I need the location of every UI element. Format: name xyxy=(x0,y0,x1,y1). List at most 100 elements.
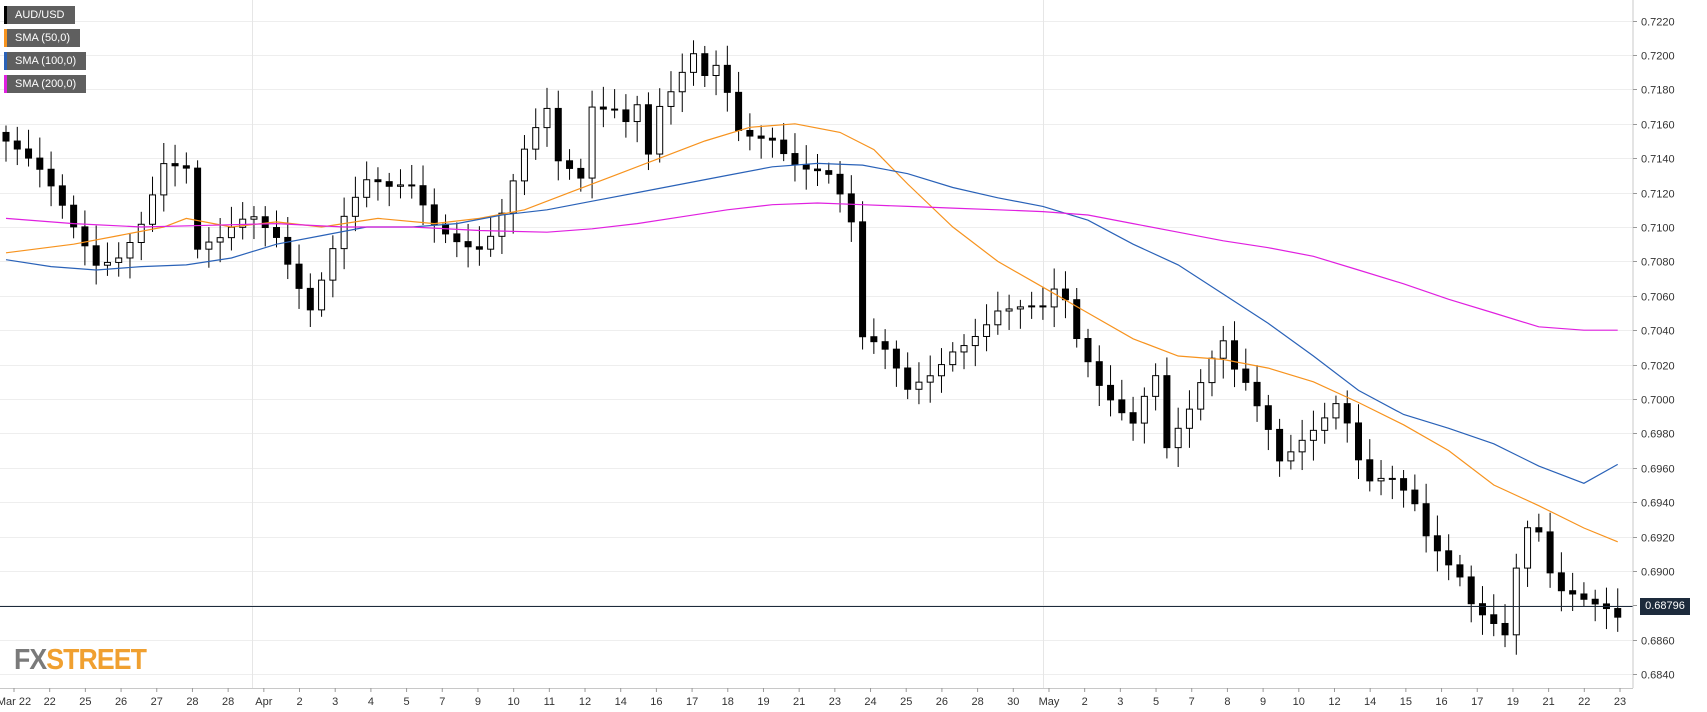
candle-body xyxy=(1050,288,1058,308)
candle xyxy=(870,318,878,354)
y-tick-label: 0.7060 xyxy=(1641,292,1675,304)
legend-label-sma-200: SMA (200,0) xyxy=(15,78,77,90)
candle-body xyxy=(937,364,945,377)
candle-body xyxy=(814,168,821,172)
y-tick-label: 0.6860 xyxy=(1641,636,1675,648)
candle-body xyxy=(723,64,731,93)
candle xyxy=(1467,565,1475,623)
candle xyxy=(768,127,776,158)
candle-body xyxy=(588,106,596,179)
candle xyxy=(1512,553,1520,655)
candle xyxy=(171,144,179,187)
candle-body xyxy=(1185,408,1193,429)
candle-body xyxy=(1163,375,1171,449)
candle-body xyxy=(464,241,472,248)
candle-body xyxy=(81,226,89,247)
candle xyxy=(1445,534,1453,581)
candle xyxy=(137,211,145,261)
candle-body xyxy=(182,165,190,169)
candle-body xyxy=(25,148,33,159)
legend-label-aud-usd: AUD/USD xyxy=(15,9,65,21)
candle-body xyxy=(926,375,934,383)
candle xyxy=(1084,328,1092,378)
candle-body xyxy=(306,287,314,311)
candle xyxy=(374,167,382,201)
candle-body xyxy=(1467,576,1475,605)
candle-body xyxy=(1343,403,1351,424)
candle-body xyxy=(430,204,438,225)
candle xyxy=(70,195,78,239)
candle xyxy=(1231,321,1239,388)
candle xyxy=(1614,588,1622,632)
legend-aud-usd[interactable]: AUD/USD xyxy=(4,6,75,24)
candle xyxy=(1478,586,1486,635)
x-tick-label: 3 xyxy=(332,696,338,708)
x-tick-label: 27 xyxy=(151,696,163,708)
candle xyxy=(430,188,438,243)
x-tick-label: 5 xyxy=(404,696,410,708)
candle-body xyxy=(994,310,1002,326)
x-tick-label: 19 xyxy=(757,696,769,708)
legend-label-sma-50: SMA (50,0) xyxy=(15,32,71,44)
candle xyxy=(1366,439,1374,492)
candle-body xyxy=(1557,572,1565,592)
candle xyxy=(318,272,326,317)
candle-body xyxy=(115,257,123,263)
candle xyxy=(1028,291,1036,319)
candle xyxy=(1388,465,1396,500)
x-tick-label: 28 xyxy=(222,696,234,708)
candle xyxy=(487,217,495,257)
candle-body xyxy=(678,71,686,93)
candle-body xyxy=(859,221,867,338)
y-tick-label: 0.7080 xyxy=(1641,257,1675,269)
legend-swatch-sma-100 xyxy=(4,52,7,70)
candle-body xyxy=(1253,381,1261,407)
candle-body xyxy=(644,104,652,155)
x-tick-label: 26 xyxy=(936,696,948,708)
candle xyxy=(802,145,810,190)
x-axis: Mar 22 22 25 26 27 28 28 Apr 2 3 4 5 7 9 10 11 12 14 16 17 1… xyxy=(0,688,1633,708)
candle xyxy=(532,108,540,160)
candle-body xyxy=(408,184,416,187)
candle-body xyxy=(768,137,776,141)
candle-body xyxy=(622,109,630,123)
sma-line-1000 xyxy=(5,162,1618,484)
legend-sma-100[interactable]: SMA (100,0) xyxy=(4,52,87,70)
candle xyxy=(791,133,799,182)
candle-body xyxy=(149,194,157,225)
candle xyxy=(92,225,100,285)
candle-body xyxy=(351,196,359,217)
candle-body xyxy=(329,248,337,281)
x-tick-label: 25 xyxy=(900,696,912,708)
x-tick-label: 12 xyxy=(579,696,591,708)
candle xyxy=(1535,513,1543,542)
x-tick-label: 30 xyxy=(1007,696,1019,708)
candle-body xyxy=(1388,477,1396,480)
candle-body xyxy=(960,345,968,353)
y-tick-label: 0.6940 xyxy=(1641,498,1675,510)
candle-body xyxy=(1073,299,1081,340)
candle-body xyxy=(92,245,100,266)
candle xyxy=(160,142,168,212)
candle xyxy=(408,164,416,199)
candle xyxy=(1095,345,1103,407)
x-tick-label: 5 xyxy=(1153,696,1159,708)
legend-sma-50[interactable]: SMA (50,0) xyxy=(4,29,81,47)
x-tick-label: 24 xyxy=(864,696,876,708)
legend-sma-200[interactable]: SMA (200,0) xyxy=(4,75,87,93)
y-tick-label: 0.7160 xyxy=(1641,120,1675,132)
candle-body xyxy=(205,241,213,250)
candle xyxy=(1197,369,1205,421)
candle-body xyxy=(870,336,878,343)
candle-body xyxy=(949,351,957,366)
candle-body xyxy=(757,135,765,139)
candle xyxy=(1242,348,1250,391)
candle xyxy=(1602,587,1610,630)
candle-body xyxy=(1264,405,1272,430)
candle xyxy=(419,165,427,226)
candle-body xyxy=(1231,340,1239,370)
x-tick-label: Mar 22 xyxy=(0,696,31,708)
candle xyxy=(284,217,292,280)
x-tick-label: 7 xyxy=(439,696,445,708)
candle xyxy=(611,89,619,119)
